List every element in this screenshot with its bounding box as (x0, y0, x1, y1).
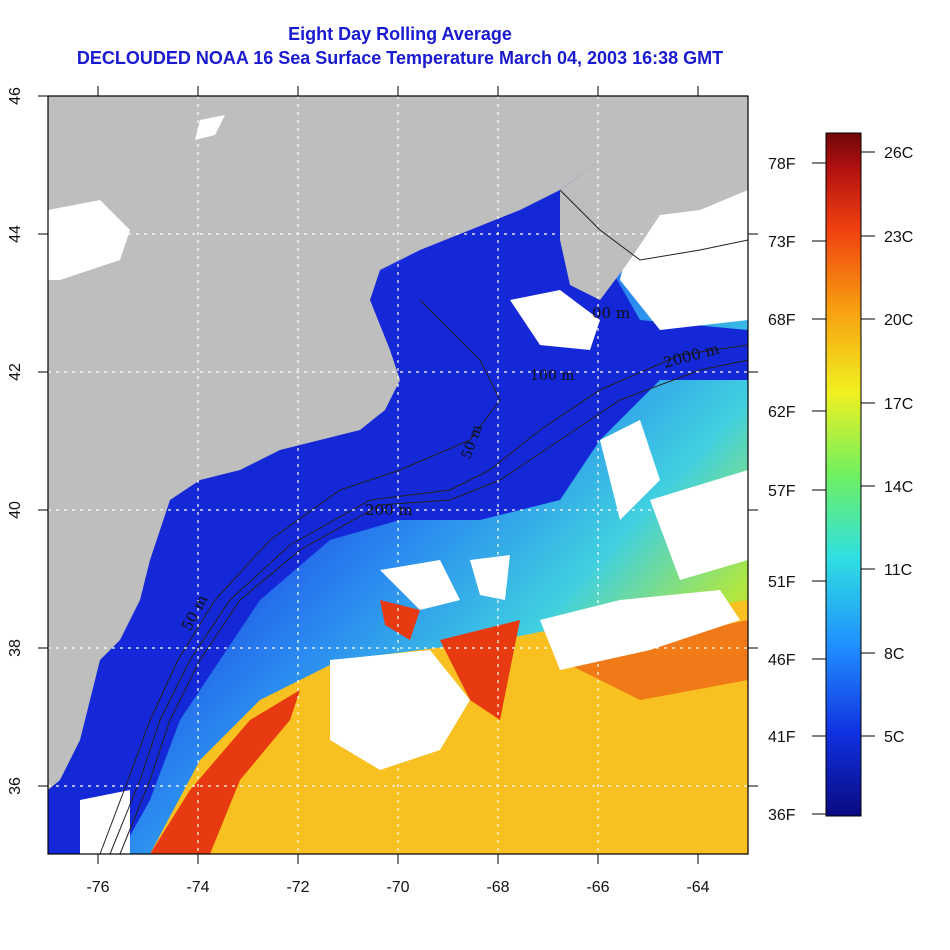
map-subtitle: DECLOUDED NOAA 16 Sea Surface Temperatur… (76, 48, 724, 68)
fahrenheit-label: 51F (768, 574, 796, 591)
cloud-patch (470, 555, 510, 600)
y-tick-label: 46 (7, 87, 24, 105)
celsius-label: 23C (884, 229, 913, 246)
contour-label: 00 m (592, 304, 630, 322)
fahrenheit-label: 73F (768, 234, 796, 251)
colorbar-ticks (812, 151, 875, 815)
contour-label: 100 m (530, 368, 574, 384)
warm-filament (380, 600, 420, 640)
fahrenheit-label: 41F (768, 729, 796, 746)
x-tick-label: -68 (486, 879, 509, 896)
y-tick-label: 44 (7, 225, 24, 243)
y-tick-label: 42 (7, 363, 24, 381)
celsius-label: 17C (884, 396, 913, 413)
cloud-patch (510, 290, 600, 350)
celsius-label: 8C (884, 646, 904, 663)
fahrenheit-label: 68F (768, 312, 796, 329)
isobath-100m (109, 344, 748, 854)
x-tick-label: -74 (186, 879, 209, 896)
isobath-200m (119, 359, 748, 854)
celsius-label: 20C (884, 312, 913, 329)
celsius-label: 11C (884, 562, 912, 579)
land-mass (48, 96, 748, 790)
x-axis-ticks (97, 86, 699, 864)
fahrenheit-label: 57F (768, 483, 796, 500)
cloud-patch (650, 470, 748, 580)
warm-band (560, 620, 748, 700)
lake (195, 115, 225, 140)
x-tick-label: -70 (386, 879, 409, 896)
graticule (48, 96, 748, 854)
cloud-patch (80, 790, 130, 854)
cloud-patch (330, 650, 470, 770)
temperature-colorbar (825, 132, 862, 817)
gulf-stream-core (150, 690, 300, 854)
isobath-scotian-shelf (559, 189, 748, 261)
x-tick-label: -66 (586, 879, 609, 896)
fahrenheit-label: 78F (768, 156, 796, 173)
y-tick-label: 36 (7, 777, 24, 795)
cloud-patch (540, 590, 740, 670)
x-tick-label: -76 (86, 879, 109, 896)
isobath-50m (99, 299, 501, 854)
y-tick-label: 38 (7, 639, 24, 657)
contour-label: 200 m (365, 501, 413, 519)
cloud-patch (380, 560, 460, 610)
celsius-label: 26C (884, 145, 913, 162)
y-tick-label: 40 (7, 501, 24, 519)
fahrenheit-label: 36F (768, 807, 796, 824)
y-axis-ticks (38, 95, 758, 787)
warm-eddy (440, 620, 520, 720)
fahrenheit-label: 46F (768, 652, 796, 669)
celsius-label: 5C (884, 729, 904, 746)
great-lake (48, 200, 130, 280)
cloud-patch (600, 420, 660, 520)
x-tick-label: -72 (286, 879, 309, 896)
nova-scotia-land (560, 140, 748, 300)
map-title: Eight Day Rolling Average (288, 24, 512, 44)
x-tick-label: -64 (686, 879, 709, 896)
celsius-label: 14C (884, 479, 913, 496)
fahrenheit-label: 62F (768, 404, 796, 421)
